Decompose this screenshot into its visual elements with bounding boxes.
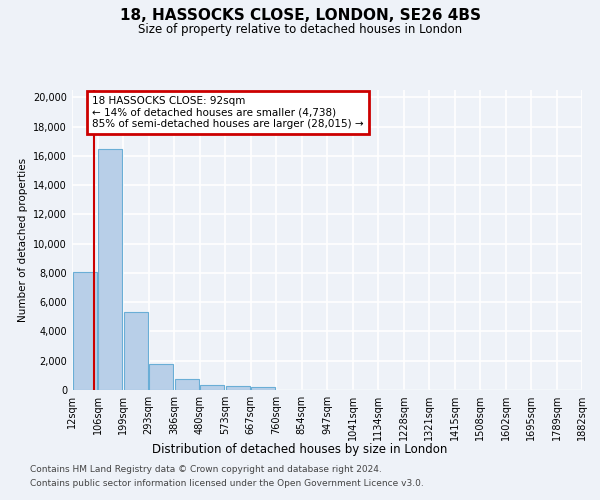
Bar	[200, 385, 224, 390]
Text: 18, HASSOCKS CLOSE, LONDON, SE26 4BS: 18, HASSOCKS CLOSE, LONDON, SE26 4BS	[119, 8, 481, 22]
Text: Distribution of detached houses by size in London: Distribution of detached houses by size …	[152, 442, 448, 456]
Text: Contains HM Land Registry data © Crown copyright and database right 2024.: Contains HM Land Registry data © Crown c…	[30, 466, 382, 474]
Text: Size of property relative to detached houses in London: Size of property relative to detached ho…	[138, 22, 462, 36]
Bar	[73, 272, 97, 390]
Bar	[98, 148, 122, 390]
Bar	[149, 364, 173, 390]
Text: Contains public sector information licensed under the Open Government Licence v3: Contains public sector information licen…	[30, 479, 424, 488]
Bar	[251, 387, 275, 390]
Bar	[175, 379, 199, 390]
Bar	[124, 312, 148, 390]
Text: 18 HASSOCKS CLOSE: 92sqm
← 14% of detached houses are smaller (4,738)
85% of sem: 18 HASSOCKS CLOSE: 92sqm ← 14% of detach…	[92, 96, 364, 129]
Y-axis label: Number of detached properties: Number of detached properties	[18, 158, 28, 322]
Bar	[226, 386, 250, 390]
